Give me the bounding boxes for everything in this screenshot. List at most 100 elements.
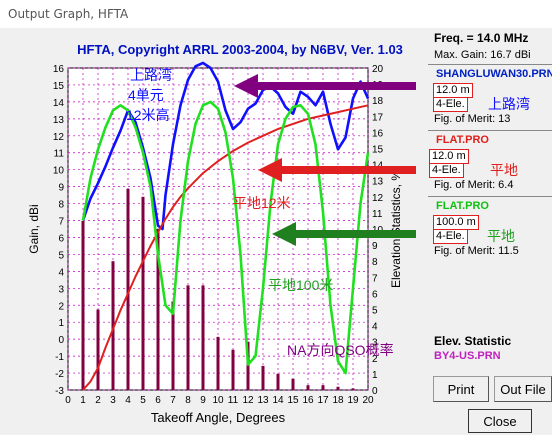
elevation-bar [276,373,280,390]
ant1-fom: Fig. of Merit: 13 [434,113,511,125]
ant2-fom: Fig. of Merit: 6.4 [434,179,514,191]
y-right-tick-label: 20 [372,64,384,75]
y-left-axis-label: Gain, dBi [27,204,41,253]
ant3-fom: Fig. of Merit: 11.5 [434,245,519,257]
separator [428,130,552,131]
y-right-tick-label: 15 [372,145,384,156]
y-right-tick-label: 2 [372,354,378,365]
elevation-bar [231,349,235,390]
elevation-bar [351,388,355,390]
x-tick-label: 7 [170,395,176,406]
separator [428,196,552,197]
print-button[interactable]: Print [433,376,489,402]
y-right-tick-label: 0 [372,386,378,397]
y-left-tick-label: 0 [58,335,64,346]
y-left-tick-label: 10 [53,166,65,177]
y-right-tick-label: 17 [372,112,384,123]
y-right-tick-label: 6 [372,289,378,300]
x-tick-label: 16 [302,395,314,406]
y-right-tick-label: 7 [372,273,378,284]
series-line-2 [82,104,369,391]
y-left-tick-label: 7 [58,217,64,228]
elevation-bar [96,309,100,390]
y-left-tick-label: 9 [58,183,64,194]
x-tick-label: 9 [200,395,206,406]
x-tick-label: 4 [125,395,131,406]
max-gain-label: Max. Gain: 16.7 dBi [434,49,531,61]
y-right-tick-label: 16 [372,128,384,139]
x-tick-label: 6 [155,395,161,406]
chart-svg: 0 1 2 3 4 5 6 7 8 9 10 11 12 13 14 15 16 17 18 19 20-3-2-101… [27,42,416,425]
elevation-bar [261,365,265,390]
y-left-tick-label: 1 [58,318,64,329]
x-tick-label: 18 [332,395,344,406]
y-right-tick-label: 13 [372,177,384,188]
elevation-bar [156,229,160,390]
annotation-na-qso: NA方向QSO概率 [287,342,394,358]
y-right-tick-label: 4 [372,322,378,333]
ant2-height: 12.0 m [429,149,469,164]
x-tick-label: 2 [95,395,101,406]
elevation-bar [291,378,295,390]
elevation-bar [171,301,175,390]
x-tick-label: 10 [212,395,224,406]
elev-statistic-file: BY4-US.PRN [434,350,501,362]
window-title: Output Graph, HFTA [8,7,129,21]
y-right-tick-label: 12 [372,193,384,204]
elevation-bar [111,261,115,390]
x-tick-label: 11 [228,395,239,406]
y-right-tick-label: 1 [372,370,378,381]
y-left-tick-label: 15 [53,81,65,92]
x-tick-label: 5 [140,395,146,406]
x-tick-label: 8 [185,395,191,406]
y-right-tick-label: 11 [372,209,383,220]
y-left-tick-label: 5 [58,250,64,261]
ant3-height: 100.0 m [433,215,479,230]
y-left-tick-label: 6 [58,233,64,244]
arrow-purple [234,74,416,98]
x-tick-label: 17 [317,395,329,406]
annotation-flat12: 平地12米 [233,195,291,211]
close-button[interactable]: Close [468,409,532,433]
ant2-cn: 平地 [490,162,518,178]
elevation-bar [306,385,310,390]
y-left-tick-label: 2 [58,301,64,312]
ant1-cn: 上路湾 [488,96,530,112]
y-left-tick-label: 3 [58,284,64,295]
annotation-12m: 12米高 [126,107,170,123]
freq-label: Freq. = 14.0 MHz [434,31,529,45]
ant1-elements: 4-Ele. [433,97,468,112]
x-tick-label: 13 [257,395,269,406]
y-left-tick-label: 13 [53,115,65,126]
y-left-tick-label: -2 [55,369,64,380]
x-tick-label: 3 [110,395,116,406]
y-left-tick-label: 11 [54,149,65,160]
arrow-green [272,222,416,246]
elevation-bar [126,188,130,390]
ant2-file: FLAT.PRO [436,134,489,146]
x-tick-label: 12 [242,395,254,406]
y-right-tick-label: 9 [372,241,378,252]
y-left-tick-label: 12 [53,132,65,143]
y-left-tick-label: 14 [53,98,65,109]
x-tick-label: 1 [80,395,86,406]
ant1-file: SHANGLUWAN30.PRN [436,68,552,80]
ant3-file: FLAT.PRO [436,200,489,212]
y-right-tick-label: 18 [372,96,384,107]
ant1-height: 12.0 m [433,83,473,98]
x-tick-label: 19 [347,395,359,406]
x-tick-label: 15 [287,395,299,406]
elevation-bar [216,336,220,390]
y-right-tick-label: 5 [372,306,378,317]
x-tick-label: 14 [272,395,284,406]
chart-title: HFTA, Copyright ARRL 2003-2004, by N6BV,… [77,42,403,57]
elevation-bar [81,220,85,390]
separator [428,64,552,65]
y-left-tick-label: 4 [58,267,64,278]
ant3-cn: 平地 [487,228,515,244]
out-file-button[interactable]: Out File [494,376,552,402]
annotation-shangluwan: 上路湾 [130,67,172,83]
y-right-tick-label: 3 [372,338,378,349]
annotation-4ele: 4单元 [128,87,164,103]
x-axis-label: Takeoff Angle, Degrees [151,410,286,425]
